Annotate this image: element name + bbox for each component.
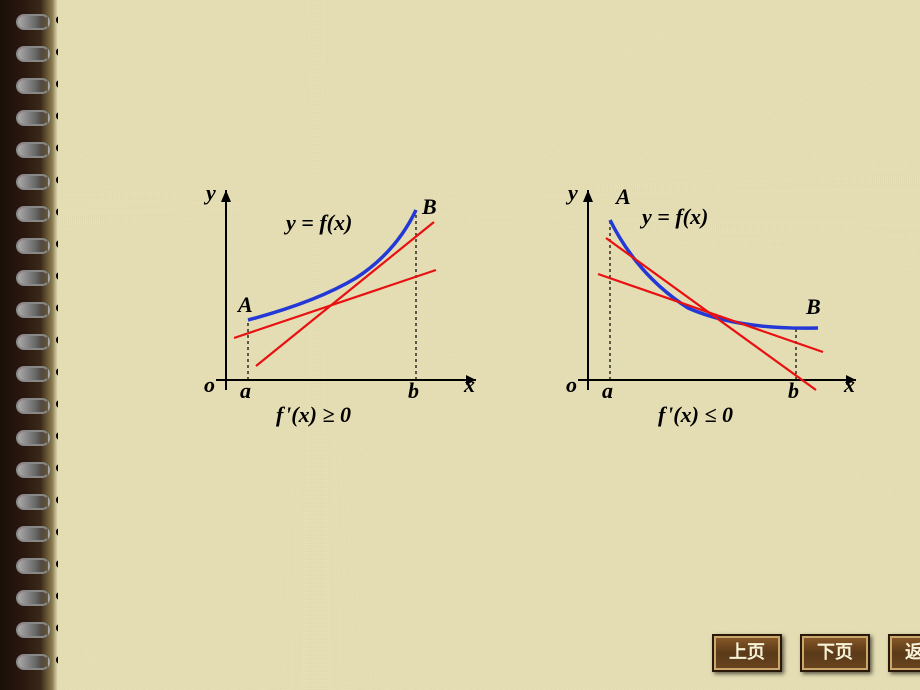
spiral-ring — [16, 364, 50, 380]
point-b: B — [422, 194, 437, 220]
condition-label: f '(x) ≥ 0 — [276, 402, 351, 428]
spiral-ring — [16, 492, 50, 508]
spiral-ring — [16, 620, 50, 636]
spiral-ring — [16, 172, 50, 188]
spiral-ring — [16, 12, 50, 28]
tick-b: b — [788, 378, 799, 404]
curve-label: y = f(x) — [642, 204, 708, 230]
spiral-ring — [16, 652, 50, 668]
axis-y-label: y — [206, 180, 216, 206]
spiral-ring — [16, 428, 50, 444]
spiral-ring — [16, 44, 50, 60]
spiral-ring — [16, 76, 50, 92]
back-button[interactable]: 返回 — [888, 634, 920, 672]
spiral-ring — [16, 524, 50, 540]
slide-content: y x o a b A B y = f(x) f '(x) ≥ 0 — [58, 0, 920, 690]
slide-page: y x o a b A B y = f(x) f '(x) ≥ 0 — [0, 0, 920, 690]
origin-label: o — [204, 372, 215, 398]
point-a: A — [238, 292, 253, 318]
spiral-ring — [16, 588, 50, 604]
next-button[interactable]: 下页 — [800, 634, 870, 672]
spiral-ring — [16, 556, 50, 572]
spiral-ring — [16, 332, 50, 348]
axis-x-label: x — [464, 372, 475, 398]
point-b: B — [806, 294, 821, 320]
condition-label: f '(x) ≤ 0 — [658, 402, 733, 428]
spiral-binding — [0, 0, 58, 690]
chart-left: y x o a b A B y = f(x) f '(x) ≥ 0 — [176, 180, 486, 440]
axis-y-label: y — [568, 180, 578, 206]
axis-x-label: x — [844, 372, 855, 398]
tick-a: a — [240, 378, 251, 404]
spiral-ring — [16, 108, 50, 124]
spiral-ring — [16, 268, 50, 284]
tick-b: b — [408, 378, 419, 404]
chart-right: y x o a b A B y = f(x) f '(x) ≤ 0 — [538, 180, 868, 440]
spiral-ring — [16, 236, 50, 252]
spiral-ring — [16, 300, 50, 316]
spiral-ring — [16, 140, 50, 156]
tick-a: a — [602, 378, 613, 404]
spiral-ring — [16, 204, 50, 220]
point-a: A — [616, 184, 631, 210]
origin-label: o — [566, 372, 577, 398]
curve-label: y = f(x) — [286, 210, 352, 236]
spiral-ring — [16, 460, 50, 476]
spiral-ring — [16, 396, 50, 412]
prev-button[interactable]: 上页 — [712, 634, 782, 672]
